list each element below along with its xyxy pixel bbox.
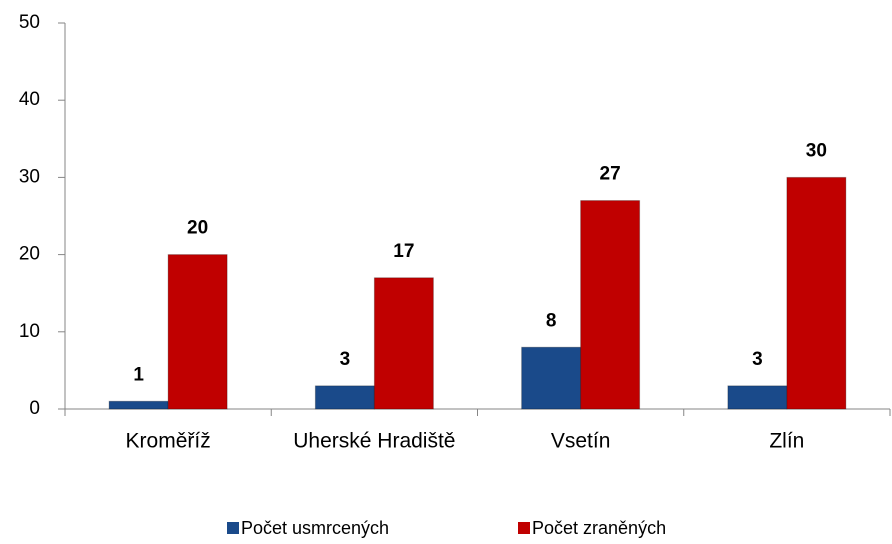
- bar: [580, 200, 641, 410]
- y-tick-label: 30: [19, 166, 40, 187]
- data-label: 17: [393, 241, 414, 262]
- y-tick-label: 0: [29, 398, 40, 419]
- legend-swatch: [227, 522, 239, 534]
- data-label: 1: [133, 364, 144, 385]
- x-tick-label: Vsetín: [551, 430, 611, 453]
- data-label: 30: [806, 140, 827, 161]
- legend-swatch: [518, 522, 530, 534]
- bar: [314, 385, 375, 410]
- bar: [786, 176, 847, 410]
- bar: [521, 346, 582, 410]
- bar: [727, 385, 788, 410]
- legend-label: Počet zraněných: [532, 518, 666, 538]
- x-tick-label: Zlín: [769, 430, 804, 453]
- y-tick-label: 10: [19, 321, 40, 342]
- bar: [108, 400, 169, 410]
- bar: [167, 254, 228, 410]
- bar: [373, 277, 434, 410]
- data-label: 3: [752, 349, 763, 370]
- x-tick-label: Uherské Hradiště: [293, 430, 455, 453]
- y-tick-label: 20: [19, 244, 40, 265]
- data-label: 8: [546, 310, 557, 331]
- data-label: 3: [340, 349, 351, 370]
- y-tick-label: 40: [19, 89, 40, 110]
- data-label: 20: [187, 218, 208, 239]
- data-label: 27: [600, 164, 621, 185]
- legend-label: Počet usmrcených: [241, 518, 389, 538]
- x-tick-label: Kroměříž: [126, 430, 211, 453]
- y-tick-label: 50: [19, 12, 40, 33]
